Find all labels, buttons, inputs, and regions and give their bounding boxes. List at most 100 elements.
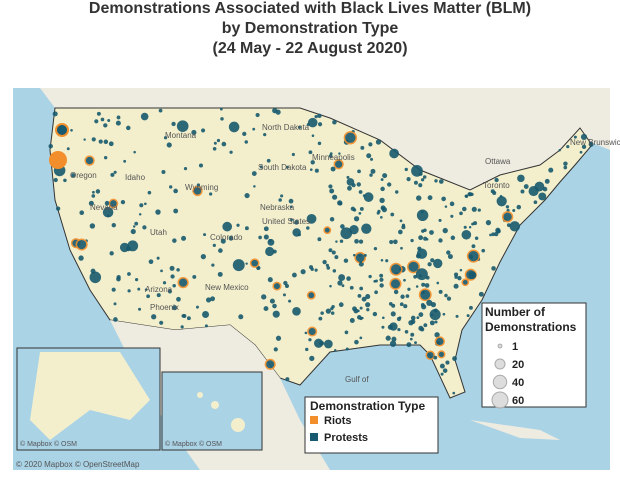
dot bbox=[437, 350, 446, 359]
dot bbox=[88, 200, 94, 206]
dot bbox=[563, 161, 568, 166]
map-label: Arizona bbox=[145, 285, 173, 294]
dot bbox=[358, 190, 363, 194]
dot bbox=[391, 336, 397, 342]
dot bbox=[304, 331, 308, 335]
dot bbox=[191, 129, 197, 136]
dot bbox=[195, 305, 199, 309]
dot bbox=[242, 131, 247, 136]
attribution: © 2020 Mapbox © OpenStreetMap bbox=[16, 460, 140, 469]
map-label: Colorado bbox=[210, 233, 243, 242]
dot bbox=[357, 169, 361, 174]
dot bbox=[401, 225, 406, 230]
dot bbox=[481, 248, 486, 253]
dot bbox=[216, 138, 221, 143]
dot bbox=[509, 221, 520, 232]
dot bbox=[331, 250, 336, 255]
dot bbox=[368, 142, 373, 147]
dot bbox=[581, 144, 587, 150]
dot bbox=[461, 229, 472, 240]
type-legend bbox=[304, 396, 439, 454]
map-labels: Montana North Dakota South Dakota Minneapol… bbox=[70, 123, 620, 384]
dot bbox=[358, 254, 362, 257]
dot bbox=[438, 218, 442, 222]
dot bbox=[245, 262, 248, 265]
dot bbox=[289, 205, 293, 209]
dot bbox=[255, 113, 260, 118]
dot bbox=[147, 190, 152, 195]
dot bbox=[109, 251, 114, 256]
dot bbox=[442, 312, 446, 316]
dot bbox=[166, 142, 172, 148]
dot bbox=[328, 154, 333, 158]
dot bbox=[90, 268, 96, 274]
dot bbox=[103, 123, 108, 128]
legend-label: Riots bbox=[324, 415, 352, 427]
dot bbox=[158, 108, 163, 113]
dot bbox=[172, 283, 176, 288]
dot bbox=[379, 273, 384, 278]
dot bbox=[329, 217, 335, 222]
dot bbox=[84, 155, 95, 166]
dot bbox=[474, 236, 479, 240]
map-label: Wyoming bbox=[185, 183, 218, 192]
dot bbox=[389, 322, 398, 331]
dot bbox=[389, 277, 402, 290]
dot bbox=[399, 302, 404, 307]
dot bbox=[133, 150, 136, 154]
dot bbox=[198, 163, 204, 168]
dot bbox=[379, 197, 385, 204]
dot bbox=[363, 192, 374, 202]
dot bbox=[317, 113, 322, 119]
dot bbox=[280, 194, 284, 198]
dot bbox=[125, 246, 131, 252]
dot bbox=[374, 290, 378, 295]
type-legend-title: Demonstration Type bbox=[310, 399, 425, 413]
dot bbox=[419, 172, 423, 176]
dot bbox=[349, 285, 354, 290]
dot bbox=[134, 221, 139, 226]
dot bbox=[144, 202, 147, 206]
dot bbox=[379, 277, 384, 282]
dot bbox=[172, 238, 177, 243]
dot bbox=[413, 274, 418, 279]
dot bbox=[222, 221, 233, 232]
dot bbox=[353, 216, 360, 222]
dot bbox=[420, 210, 424, 214]
dot bbox=[416, 248, 428, 259]
dot bbox=[429, 230, 434, 235]
dot bbox=[344, 330, 349, 335]
dot bbox=[365, 294, 371, 300]
dot bbox=[349, 224, 359, 235]
dot bbox=[211, 263, 215, 267]
dot bbox=[380, 216, 383, 219]
dot bbox=[393, 239, 398, 245]
dot bbox=[359, 306, 363, 310]
dot bbox=[331, 304, 335, 309]
legend-swatch bbox=[310, 416, 318, 424]
dot bbox=[400, 246, 403, 250]
dot bbox=[263, 133, 267, 137]
dot bbox=[127, 289, 131, 293]
dot bbox=[397, 327, 401, 332]
dot bbox=[450, 235, 456, 241]
dot bbox=[264, 358, 276, 370]
dot bbox=[306, 226, 310, 230]
dot bbox=[449, 201, 455, 207]
dot bbox=[183, 166, 188, 171]
dot bbox=[420, 178, 425, 182]
dot bbox=[464, 194, 469, 198]
dot bbox=[252, 127, 256, 131]
dot bbox=[328, 184, 333, 189]
dot bbox=[265, 246, 275, 257]
dot bbox=[418, 288, 432, 302]
dot bbox=[489, 233, 492, 237]
dot bbox=[176, 120, 189, 132]
dot bbox=[427, 262, 432, 267]
dot bbox=[454, 272, 459, 277]
dot bbox=[538, 192, 547, 201]
dot bbox=[251, 171, 257, 176]
dot bbox=[441, 196, 446, 202]
dot bbox=[256, 266, 260, 270]
